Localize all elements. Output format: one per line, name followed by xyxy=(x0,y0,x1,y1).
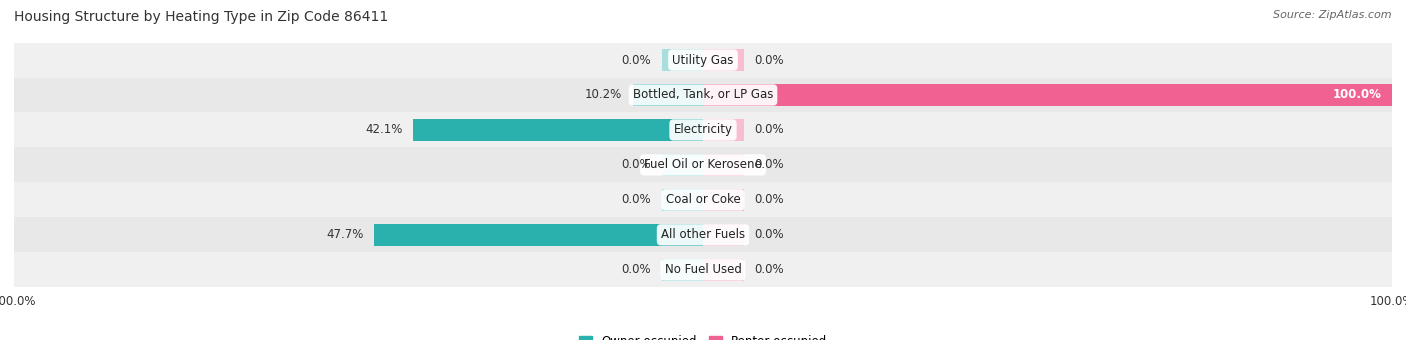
Bar xyxy=(14,113,1392,148)
Bar xyxy=(374,224,703,246)
Text: 0.0%: 0.0% xyxy=(755,228,785,241)
Bar xyxy=(662,259,703,280)
Bar xyxy=(633,84,703,106)
Text: 100.0%: 100.0% xyxy=(1333,88,1382,101)
Bar xyxy=(14,148,1392,182)
Text: Coal or Coke: Coal or Coke xyxy=(665,193,741,206)
Text: Utility Gas: Utility Gas xyxy=(672,53,734,67)
Bar xyxy=(662,49,703,71)
Text: 0.0%: 0.0% xyxy=(621,53,651,67)
Bar xyxy=(703,49,744,71)
Text: Source: ZipAtlas.com: Source: ZipAtlas.com xyxy=(1274,10,1392,20)
Text: 47.7%: 47.7% xyxy=(326,228,364,241)
Bar xyxy=(14,78,1392,113)
Text: Electricity: Electricity xyxy=(673,123,733,136)
Text: No Fuel Used: No Fuel Used xyxy=(665,263,741,276)
Bar xyxy=(703,119,744,141)
Text: 0.0%: 0.0% xyxy=(621,158,651,171)
Text: 0.0%: 0.0% xyxy=(755,53,785,67)
Bar xyxy=(703,259,744,280)
Text: 42.1%: 42.1% xyxy=(366,123,402,136)
Text: 0.0%: 0.0% xyxy=(621,263,651,276)
Legend: Owner-occupied, Renter-occupied: Owner-occupied, Renter-occupied xyxy=(574,330,832,340)
Text: All other Fuels: All other Fuels xyxy=(661,228,745,241)
Bar xyxy=(703,154,744,176)
Bar xyxy=(662,189,703,211)
Text: 0.0%: 0.0% xyxy=(755,263,785,276)
Text: Fuel Oil or Kerosene: Fuel Oil or Kerosene xyxy=(644,158,762,171)
Bar xyxy=(703,224,744,246)
Bar xyxy=(662,154,703,176)
Bar xyxy=(413,119,703,141)
Text: Bottled, Tank, or LP Gas: Bottled, Tank, or LP Gas xyxy=(633,88,773,101)
Text: 0.0%: 0.0% xyxy=(755,123,785,136)
Text: Housing Structure by Heating Type in Zip Code 86411: Housing Structure by Heating Type in Zip… xyxy=(14,10,388,24)
Bar xyxy=(14,42,1392,78)
Text: 0.0%: 0.0% xyxy=(755,158,785,171)
Bar xyxy=(14,217,1392,252)
Bar xyxy=(14,182,1392,217)
Bar xyxy=(703,84,1392,106)
Bar xyxy=(703,189,744,211)
Bar xyxy=(14,252,1392,287)
Text: 0.0%: 0.0% xyxy=(755,193,785,206)
Text: 10.2%: 10.2% xyxy=(585,88,623,101)
Text: 0.0%: 0.0% xyxy=(621,193,651,206)
